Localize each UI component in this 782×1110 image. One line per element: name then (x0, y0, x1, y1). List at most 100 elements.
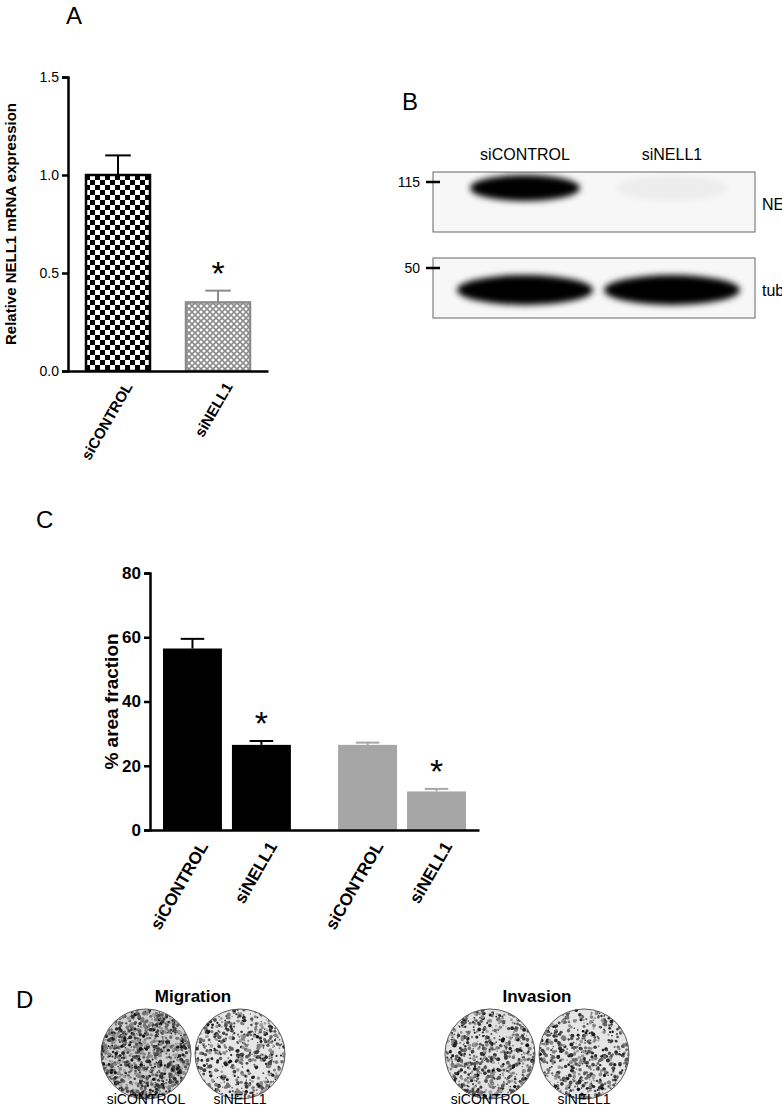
y-tick: 80 (122, 564, 150, 583)
cell-dot (243, 1042, 246, 1045)
cell-dot (236, 1041, 238, 1043)
cell-dot (231, 1016, 232, 1017)
cell-dot (114, 1039, 116, 1041)
cell-dot (496, 1013, 497, 1014)
cell-dot (171, 1020, 173, 1022)
cell-dot (175, 1034, 176, 1035)
cell-dot (125, 1086, 129, 1090)
cell-dot (166, 1021, 167, 1022)
cell-dot (216, 1059, 219, 1062)
cell-dot (240, 1062, 242, 1064)
cell-dot (126, 1026, 130, 1030)
cell-dot (254, 1015, 257, 1018)
cell-dot (487, 1075, 490, 1078)
cell-dot (154, 1049, 155, 1050)
cell-dot (222, 1051, 226, 1055)
cell-dot (231, 1087, 233, 1089)
cell-dot (265, 1077, 267, 1079)
y-tick-mark (144, 572, 150, 575)
cell-dot (173, 1074, 175, 1076)
cell-dot (221, 1071, 223, 1073)
cell-dot (169, 1057, 172, 1060)
cell-dot (177, 1043, 178, 1044)
blot-row: NELL1115 (398, 172, 782, 232)
cell-dot (508, 1044, 510, 1046)
size-marker-tick (426, 181, 440, 184)
cell-dot (166, 1056, 169, 1059)
cell-dot (261, 1015, 263, 1017)
cell-dot (152, 1035, 153, 1036)
error-bar (205, 291, 231, 303)
cell-dot (256, 1044, 260, 1048)
cell-dot (104, 1051, 108, 1055)
cell-dot (506, 1079, 508, 1081)
cell-dot (247, 1043, 249, 1045)
cell-dot (115, 1023, 117, 1025)
cell-dot (475, 1080, 477, 1082)
cell-dot (154, 1018, 158, 1022)
cell-dot (229, 1025, 232, 1028)
cell-dot (153, 1077, 157, 1081)
cell-dot (505, 1042, 509, 1046)
cell-dot (259, 1023, 263, 1027)
cell-dot (260, 1053, 263, 1056)
cell-dot (274, 1046, 275, 1047)
cell-dot (142, 1034, 146, 1038)
cell-dot (111, 1028, 113, 1030)
panel-label: B (402, 88, 418, 115)
cell-dot (206, 1058, 210, 1062)
cell-dot (108, 1063, 111, 1066)
cell-dot (173, 1028, 176, 1031)
significance-mark: * (255, 704, 268, 742)
cell-dot (174, 1053, 178, 1057)
cell-dot (232, 1034, 234, 1036)
micrograph (445, 1009, 537, 1100)
cell-dot (275, 1072, 277, 1074)
cell-dot (138, 1040, 140, 1042)
cell-dot (459, 1042, 461, 1044)
cell-dot (475, 1086, 476, 1087)
cell-dot (162, 1016, 164, 1018)
y-axis-title: % area fraction (101, 633, 122, 769)
cell-dot (145, 1088, 146, 1089)
cell-dot (209, 1050, 211, 1052)
cell-dot (479, 1062, 482, 1065)
cell-dot (162, 1080, 164, 1082)
cell-dot (283, 1055, 285, 1057)
cell-dot (154, 1034, 158, 1038)
cell-dot (274, 1039, 276, 1041)
cell-dot (221, 1035, 222, 1036)
cell-dot (163, 1072, 166, 1075)
cell-dot (149, 1012, 151, 1014)
cell-dot (141, 1085, 143, 1087)
cell-dot (269, 1054, 271, 1056)
cell-dot (129, 1063, 132, 1066)
cell-dot (245, 1044, 248, 1047)
cell-dot (263, 1047, 265, 1049)
protein-label: tubulin (762, 282, 782, 299)
cell-dot (272, 1040, 274, 1042)
cell-dot (166, 1023, 169, 1026)
cell-dot (186, 1060, 187, 1061)
cell-dot (250, 1017, 254, 1021)
cell-dot (121, 1064, 122, 1065)
y-tick: 40 (122, 692, 150, 711)
cell-dot (159, 1042, 163, 1046)
cell-dot (248, 1031, 250, 1033)
cell-dot (241, 1059, 243, 1061)
cell-dot (165, 1037, 167, 1039)
cell-dot (109, 1060, 111, 1062)
cell-dot (270, 1041, 273, 1044)
cell-dot (257, 1077, 260, 1080)
cell-dot (259, 1028, 263, 1032)
cell-dot (251, 1080, 254, 1083)
cell-dot (513, 1085, 516, 1088)
cell-dot (154, 1066, 156, 1068)
cell-dot (221, 1021, 223, 1023)
cell-dot (205, 1029, 207, 1031)
cell-dot (157, 1079, 160, 1082)
cell-dot (226, 1078, 229, 1081)
cell-dot (222, 1066, 224, 1068)
cell-dot (228, 1021, 230, 1023)
cell-dot (229, 1059, 233, 1063)
